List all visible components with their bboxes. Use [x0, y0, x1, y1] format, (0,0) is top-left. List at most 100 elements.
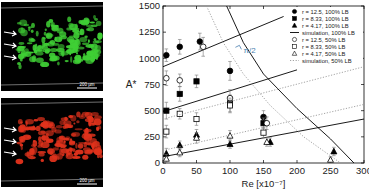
- image-background: [1, 98, 103, 187]
- legend-box: [289, 7, 363, 66]
- y-tick: [361, 163, 364, 164]
- y-tick: [163, 32, 166, 33]
- biofilm: [75, 150, 83, 155]
- biofilm: [64, 117, 67, 121]
- legend-marker: [292, 37, 296, 41]
- data-point: [264, 120, 270, 126]
- biofilm: [69, 24, 78, 30]
- biofilm: [80, 29, 85, 36]
- biofilm: [84, 36, 87, 38]
- legend-marker: [293, 45, 297, 49]
- channel-wall: [1, 102, 103, 104]
- biofilm: [73, 32, 79, 39]
- scale-bar: [77, 184, 97, 185]
- biofilm: [29, 151, 34, 157]
- biofilm: [36, 31, 39, 37]
- biofilm: [38, 136, 41, 142]
- simulation-line: [163, 6, 364, 163]
- biofilm: [96, 21, 102, 26]
- biofilm: [84, 151, 92, 155]
- biofilm: [45, 28, 47, 31]
- biofilm: [84, 142, 88, 147]
- error-bar: [201, 37, 205, 56]
- biofilm: [68, 125, 72, 128]
- biofilm: [88, 39, 90, 43]
- x-tick-label: 200: [289, 165, 305, 176]
- figure: 200 µm200 µm0250500750100012501500050100…: [0, 0, 369, 189]
- biofilm: [69, 142, 75, 146]
- legend-label: r = 8.33, 100% LB: [302, 16, 349, 22]
- biofilm: [32, 55, 36, 62]
- data-point: [227, 68, 233, 74]
- biofilm: [41, 142, 50, 148]
- biofilm: [34, 47, 40, 51]
- y-tick-label: 0: [155, 157, 160, 168]
- x-tick: [196, 6, 197, 9]
- biofilm: [16, 159, 24, 165]
- biofilm: [52, 27, 58, 32]
- data-point: [177, 111, 182, 116]
- biofilm: [70, 49, 78, 53]
- biofilm: [56, 156, 60, 160]
- data-point: [177, 91, 182, 96]
- biofilm: [71, 132, 80, 137]
- biofilm: [42, 64, 44, 67]
- biofilm: [73, 122, 75, 124]
- legend-symbol: [292, 37, 296, 41]
- biofilm: [93, 41, 99, 44]
- legend-label: r = 8.33, 50% LB: [302, 44, 345, 50]
- data-point: [194, 135, 200, 141]
- biofilm: [43, 37, 46, 39]
- y-tick: [361, 84, 364, 85]
- x-tick-label: 150: [256, 165, 272, 176]
- flow-arrow: [4, 43, 16, 48]
- legend-symbol: [292, 51, 297, 55]
- biofilm: [68, 148, 76, 151]
- biofilm: [60, 137, 64, 139]
- y-axis-label: A*: [126, 79, 137, 90]
- biofilm: [82, 155, 88, 160]
- biofilm: [70, 56, 72, 63]
- x-tick: [263, 160, 264, 163]
- biofilm: [83, 53, 85, 56]
- data-point: [177, 149, 183, 155]
- plot-frame: [163, 6, 364, 163]
- error-bar: [165, 125, 169, 138]
- biofilm: [85, 128, 88, 134]
- biofilm: [18, 28, 25, 34]
- biofilm: [44, 32, 47, 36]
- biofilm: [82, 134, 90, 139]
- biofilm: [78, 56, 82, 63]
- scale-bar: [77, 88, 97, 89]
- plot-area: [163, 6, 364, 163]
- biofilm: [56, 125, 63, 128]
- biofilm: [95, 148, 103, 155]
- chart: 0250500750100012501500050100150200250300…: [126, 0, 369, 189]
- biofilm: [47, 149, 55, 154]
- x-tick-label: 250: [323, 165, 339, 176]
- biofilm: [37, 117, 45, 121]
- error-bar: [195, 113, 199, 126]
- biofilm: [19, 137, 25, 139]
- biofilm: [75, 128, 83, 130]
- legend-marker: [292, 51, 297, 55]
- biofilm: [34, 119, 39, 121]
- x-tick: [163, 6, 164, 9]
- y-tick: [361, 110, 364, 111]
- biofilm: [57, 62, 60, 66]
- biofilm: [78, 144, 84, 149]
- data-point: [200, 44, 206, 50]
- micrograph: 200 µm: [1, 2, 103, 91]
- data-point: [194, 116, 199, 121]
- biofilm: [45, 130, 53, 136]
- biofilm: [18, 119, 23, 124]
- biofilm: [29, 56, 36, 62]
- biofilm: [18, 42, 24, 45]
- biofilm: [94, 38, 97, 41]
- y-tick-label: 750: [144, 79, 160, 90]
- data-point: [177, 78, 183, 84]
- biofilm: [65, 60, 69, 62]
- biofilm: [17, 142, 22, 145]
- biofilm: [91, 43, 98, 50]
- error-bar: [178, 87, 182, 102]
